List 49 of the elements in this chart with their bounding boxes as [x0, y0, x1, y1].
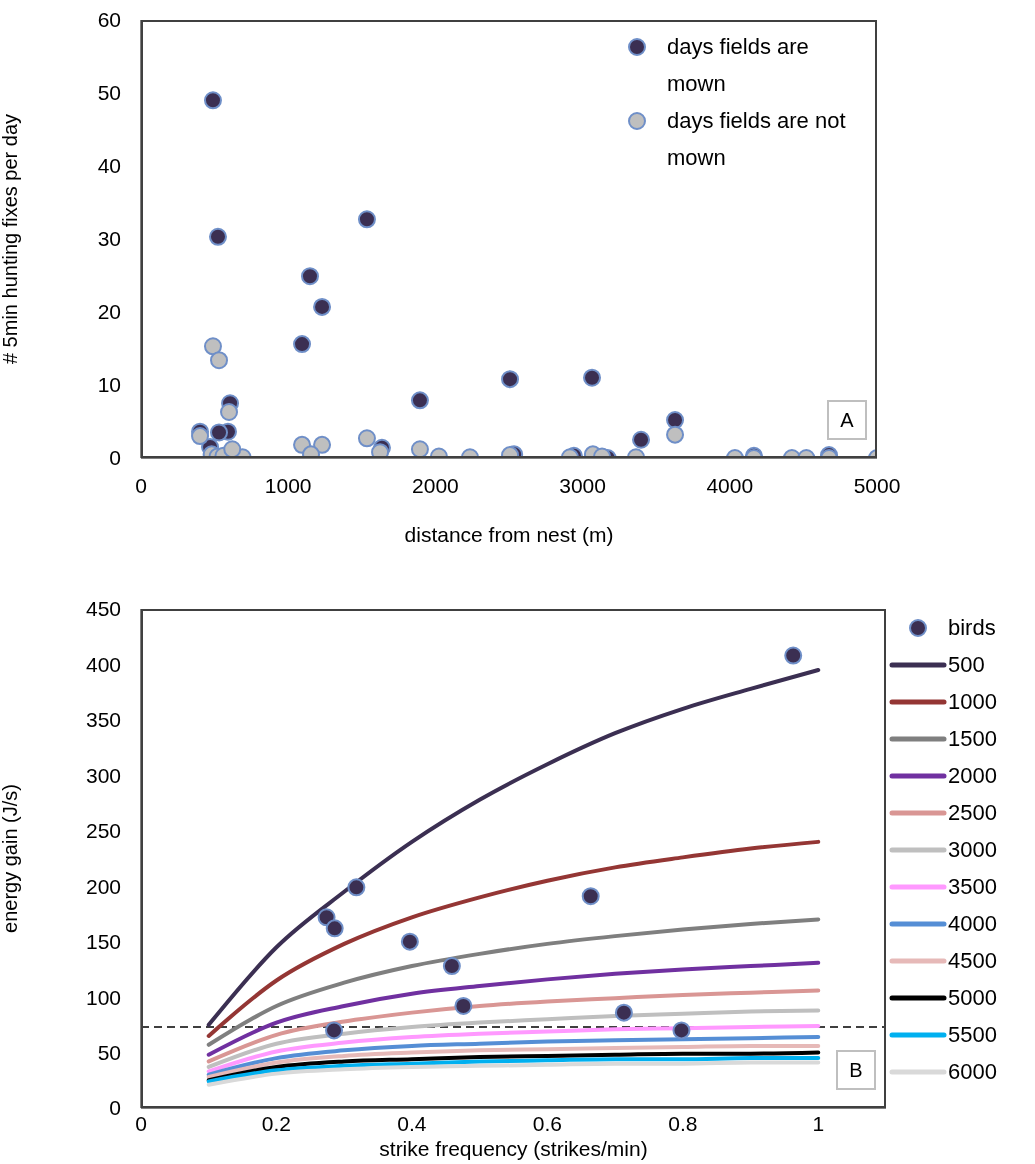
y-axis-title: # 5min hunting fixes per day [0, 113, 22, 365]
y-tick-label: 0 [109, 1096, 121, 1120]
y-tick-label: 10 [97, 373, 121, 397]
x-tick-label: 1 [812, 1111, 825, 1135]
y-tick-label: 200 [85, 874, 121, 898]
legend-label: 5500 [948, 1021, 997, 1049]
y-tick-label: 40 [97, 154, 121, 178]
legend-label: days fields are not mown [667, 107, 847, 172]
y-tick-label: 60 [97, 8, 121, 32]
y-axis-title: energy gain (J/s) [0, 784, 22, 933]
y-tick-label: 50 [97, 81, 121, 105]
legend-label: 4500 [948, 947, 997, 975]
y-tick-label: 0 [109, 446, 121, 470]
legend-label: 1500 [948, 725, 997, 753]
x-axis-title: strike frequency (strikes/min) [379, 1137, 648, 1160]
x-tick-label: 1000 [264, 473, 312, 497]
legend-label: 3500 [948, 873, 997, 901]
annotation: B [836, 1050, 876, 1090]
annotation: A [827, 400, 867, 440]
y-tick-label: 450 [85, 597, 121, 621]
x-tick-label: 3000 [559, 473, 606, 497]
y-tick-label: 250 [85, 819, 121, 843]
legend-label: 6000 [948, 1058, 997, 1086]
x-tick-label: 0 [135, 473, 147, 497]
y-tick-label: 350 [85, 708, 121, 732]
x-tick-label: 0.2 [261, 1111, 292, 1135]
y-tick-label: 150 [85, 930, 121, 954]
y-tick-label: 50 [97, 1041, 121, 1065]
y-tick-label: 30 [97, 227, 121, 251]
legend-label: 1000 [948, 688, 997, 716]
y-tick-label: 300 [85, 763, 121, 787]
y-tick-label: 100 [85, 985, 121, 1009]
legend-label: 500 [948, 651, 985, 679]
x-tick-label: 0.4 [397, 1111, 427, 1135]
y-tick-label: 20 [97, 300, 121, 324]
legend-label: 2000 [948, 762, 997, 790]
legend-label: 2500 [948, 799, 997, 827]
x-tick-label: 0.6 [532, 1111, 562, 1135]
legend-label: 5000 [948, 984, 997, 1012]
x-axis-title: distance from nest (m) [404, 523, 614, 546]
x-tick-label: 5000 [853, 473, 901, 497]
legend-label: birds [948, 614, 996, 642]
y-tick-label: 400 [85, 652, 121, 676]
legend-label: 4000 [948, 910, 997, 938]
x-tick-label: 2000 [412, 473, 459, 497]
legend-label: 3000 [948, 836, 997, 864]
x-tick-label: 4000 [706, 473, 754, 497]
x-tick-label: 0 [135, 1111, 147, 1135]
x-tick-label: 0.8 [668, 1111, 698, 1135]
